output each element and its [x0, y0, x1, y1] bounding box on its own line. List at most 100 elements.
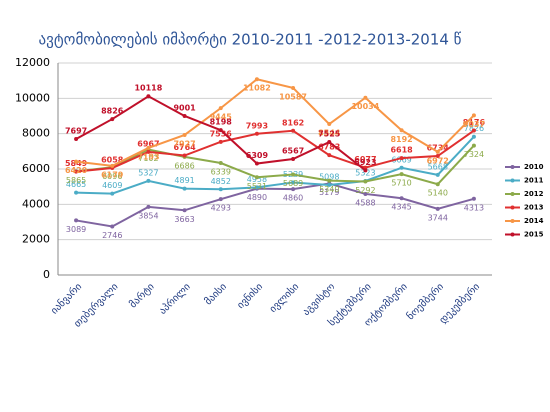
data-point: [435, 154, 440, 159]
data-label: 5689: [283, 179, 303, 188]
x-tick-label: ივნისი: [235, 281, 265, 311]
data-label: 8192: [390, 135, 412, 144]
data-point: [218, 161, 223, 166]
data-label: 4891: [174, 176, 194, 185]
data-point: [74, 190, 79, 195]
data-label: 3663: [174, 215, 194, 224]
data-point: [146, 204, 151, 209]
data-point: [254, 175, 259, 180]
data-label: 2746: [102, 231, 122, 240]
data-label: 8826: [101, 107, 124, 116]
data-label: 7193: [137, 152, 159, 161]
data-point: [254, 131, 259, 136]
data-point: [363, 95, 368, 100]
data-point: [146, 178, 151, 183]
data-point: [327, 140, 332, 145]
data-label: 6967: [137, 139, 159, 148]
data-label: 5531: [247, 182, 267, 191]
data-label: 7525: [318, 130, 341, 139]
data-label: 6179: [101, 170, 124, 179]
data-label: 7324: [464, 150, 484, 159]
data-label: 6420: [65, 166, 88, 175]
data-label: 3744: [428, 213, 448, 222]
data-point: [218, 139, 223, 144]
x-tick-label: მაისი: [202, 281, 229, 308]
data-point: [327, 122, 332, 127]
series-line: [76, 136, 475, 195]
legend-label: 2010: [524, 163, 544, 171]
data-label: 7536: [210, 129, 233, 138]
data-label: 5849: [65, 159, 88, 168]
data-label: 6783: [318, 143, 340, 152]
y-tick-label: 4000: [22, 197, 50, 210]
data-point: [254, 77, 259, 82]
data-label: 5327: [138, 168, 158, 177]
data-point: [218, 197, 223, 202]
series-line: [75, 144, 475, 186]
x-tick-label: აგვისტო: [300, 281, 337, 318]
data-point: [146, 145, 151, 150]
data-point: [291, 187, 296, 192]
data-label: 10034: [351, 102, 379, 111]
data-point: [291, 156, 296, 161]
data-label: 7927: [173, 139, 195, 148]
data-point: [363, 168, 368, 173]
data-label: 5340: [319, 185, 339, 194]
data-point: [399, 196, 404, 201]
data-point: [291, 172, 296, 177]
legend-label: 2013: [524, 204, 544, 212]
data-point: [218, 128, 223, 133]
data-label: 5292: [355, 186, 375, 195]
data-label: 6686: [174, 161, 194, 170]
data-point: [74, 218, 79, 223]
data-point: [399, 128, 404, 133]
data-label: 6972: [427, 156, 449, 165]
data-point: [74, 169, 79, 174]
data-label: 4313: [464, 203, 484, 212]
data-label: 10587: [279, 92, 307, 101]
data-label: 6339: [211, 168, 231, 177]
series-line: [75, 78, 475, 167]
data-label: 5923: [354, 158, 376, 167]
data-label: 6077: [354, 155, 376, 164]
data-point: [182, 132, 187, 137]
data-point: [146, 149, 151, 154]
data-label: 4293: [211, 204, 231, 213]
data-point: [363, 191, 368, 196]
chart-title: ავტომობილების იმპორტი 2010-2011 -2012-20…: [39, 31, 462, 49]
data-label: 6096: [102, 172, 122, 181]
data-point: [182, 113, 187, 118]
data-point: [399, 165, 404, 170]
data-point: [435, 206, 440, 211]
x-tick-label: იანვარი: [48, 281, 84, 317]
data-point: [327, 182, 332, 187]
data-label: 7102: [138, 154, 158, 163]
data-point: [291, 85, 296, 90]
legend-marker: [510, 219, 515, 223]
x-tick-label: მარტი: [127, 281, 157, 311]
data-label: 8176: [463, 118, 486, 127]
data-point: [110, 224, 115, 229]
data-point: [327, 153, 332, 158]
data-point: [182, 186, 187, 191]
data-point: [254, 185, 259, 190]
y-tick-label: 6000: [22, 162, 50, 175]
data-label: 6764: [173, 143, 196, 152]
data-label: 7697: [65, 127, 87, 136]
legend-marker: [510, 192, 515, 196]
data-label: 6058: [101, 155, 124, 164]
data-label: 11082: [243, 84, 271, 93]
data-label: 5710: [391, 179, 411, 188]
data-point: [110, 163, 115, 168]
legend-marker: [510, 165, 515, 169]
legend-label: 2014: [524, 217, 544, 225]
data-point: [146, 94, 151, 99]
x-tick-label: ივლისი: [267, 281, 301, 315]
series-line: [75, 129, 475, 173]
data-point: [471, 128, 476, 133]
data-point: [74, 137, 79, 142]
data-label: 8162: [282, 118, 304, 127]
legend-marker: [510, 178, 515, 183]
data-label: 3089: [66, 225, 86, 234]
